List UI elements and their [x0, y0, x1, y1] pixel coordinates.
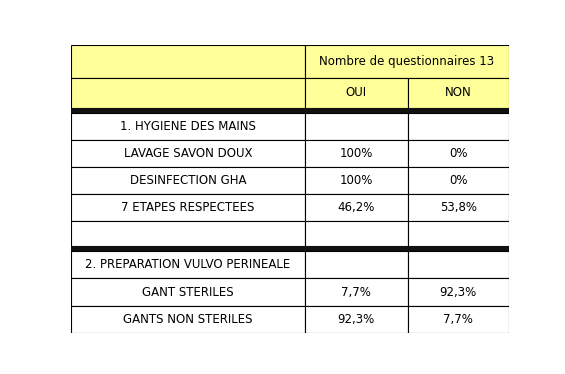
Bar	[71, 167, 305, 194]
Text: 92,3%: 92,3%	[338, 313, 375, 326]
Text: GANT STERILES: GANT STERILES	[142, 285, 233, 298]
Text: 7,7%: 7,7%	[341, 285, 371, 298]
Bar	[408, 140, 508, 167]
Bar	[71, 278, 305, 306]
Bar	[71, 194, 305, 221]
Bar	[305, 167, 408, 194]
Text: 46,2%: 46,2%	[338, 201, 375, 214]
Text: NON: NON	[445, 86, 472, 99]
Text: GANTS NON STERILES: GANTS NON STERILES	[123, 313, 253, 326]
Bar	[305, 251, 408, 278]
Bar	[305, 306, 408, 333]
Text: 92,3%: 92,3%	[440, 285, 477, 298]
Bar	[305, 45, 508, 78]
Text: 0%: 0%	[449, 174, 467, 187]
Text: 7 ETAPES RESPECTEES: 7 ETAPES RESPECTEES	[121, 201, 254, 214]
Bar	[71, 251, 305, 278]
Bar	[408, 194, 508, 221]
Bar	[305, 194, 408, 221]
Bar	[408, 306, 508, 333]
Bar	[71, 246, 508, 251]
Bar	[71, 113, 305, 140]
Text: OUI: OUI	[346, 86, 367, 99]
Bar	[408, 167, 508, 194]
Text: 1. HYGIENE DES MAINS: 1. HYGIENE DES MAINS	[120, 120, 256, 133]
Bar	[71, 221, 305, 246]
Text: 2. PREPARATION VULVO PERINEALE: 2. PREPARATION VULVO PERINEALE	[85, 258, 290, 271]
Bar	[71, 108, 508, 113]
Text: 7,7%: 7,7%	[443, 313, 473, 326]
Text: 100%: 100%	[340, 174, 373, 187]
Text: Nombre de questionnaires 13: Nombre de questionnaires 13	[319, 55, 494, 68]
Bar	[408, 78, 508, 108]
Bar	[71, 78, 305, 108]
Text: DESINFECTION GHA: DESINFECTION GHA	[129, 174, 246, 187]
Bar	[305, 140, 408, 167]
Text: 0%: 0%	[449, 147, 467, 160]
Text: 100%: 100%	[340, 147, 373, 160]
Text: 53,8%: 53,8%	[440, 201, 477, 214]
Bar	[408, 251, 508, 278]
Bar	[408, 278, 508, 306]
Bar	[71, 45, 305, 78]
Bar	[408, 113, 508, 140]
Bar	[305, 221, 408, 246]
Bar	[305, 278, 408, 306]
Bar	[71, 140, 305, 167]
Bar	[408, 221, 508, 246]
Bar	[305, 78, 408, 108]
Bar	[305, 113, 408, 140]
Text: LAVAGE SAVON DOUX: LAVAGE SAVON DOUX	[124, 147, 252, 160]
Bar	[71, 306, 305, 333]
